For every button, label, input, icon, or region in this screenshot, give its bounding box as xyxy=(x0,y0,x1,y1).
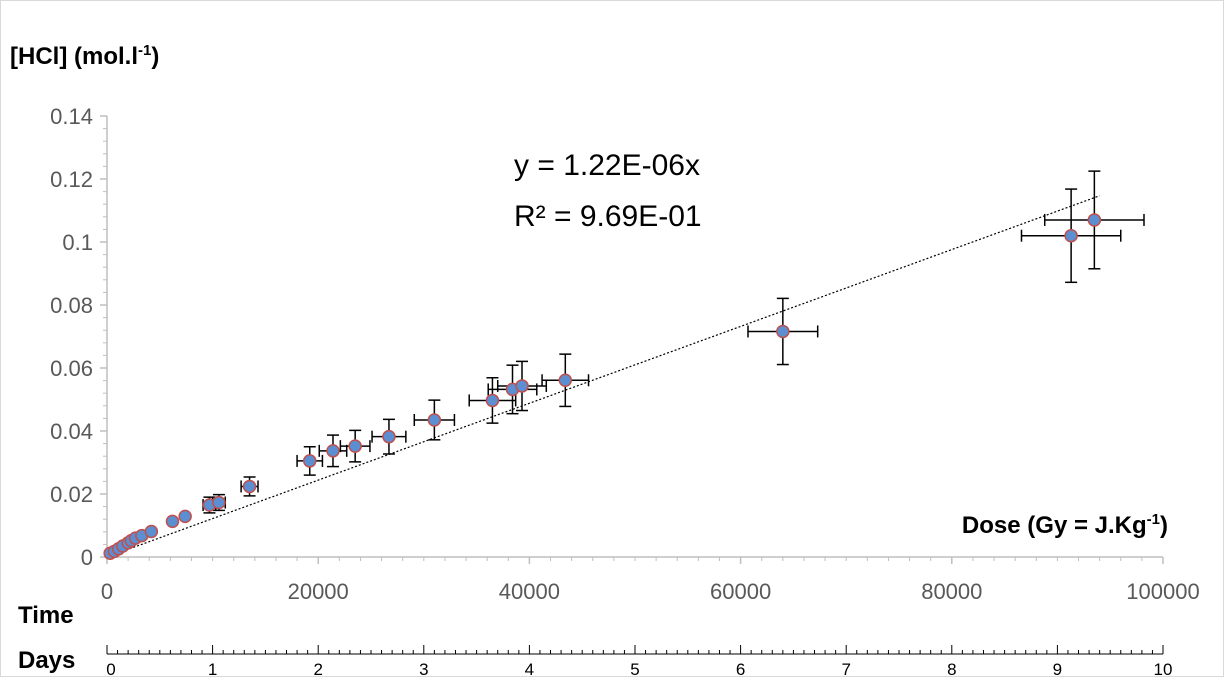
data-point xyxy=(178,509,192,524)
trendline-equation: y = 1.22E-06x xyxy=(514,149,700,182)
days-tick-label: 1 xyxy=(208,660,217,679)
x-tick-label: 80000 xyxy=(921,579,982,604)
days-tick-label: 3 xyxy=(419,660,428,679)
data-point xyxy=(558,373,573,388)
data-point xyxy=(144,524,159,539)
trendline xyxy=(106,195,1100,558)
y-tick-label: 0.12 xyxy=(50,167,93,192)
y-tick-label: 0.08 xyxy=(50,293,93,318)
x-tick-label: 20000 xyxy=(288,579,349,604)
x-axis-title-sup: -1 xyxy=(1147,511,1160,528)
days-tick-label: 4 xyxy=(525,660,534,679)
days-tick-label: 0 xyxy=(106,660,115,679)
data-point xyxy=(242,479,257,494)
days-tick-label: 6 xyxy=(736,660,745,679)
x-axis-title-main: Dose (Gy = J.Kg xyxy=(962,512,1147,539)
data-point xyxy=(776,324,790,339)
data-points-layer xyxy=(103,213,1102,560)
data-point xyxy=(382,429,396,444)
data-point xyxy=(303,454,317,468)
days-tick-label: 7 xyxy=(841,660,850,679)
data-point xyxy=(165,514,180,529)
y-tick-label: 0.06 xyxy=(50,356,93,381)
x-axis-title-end: ) xyxy=(1160,512,1168,539)
days-tick-label: 9 xyxy=(1053,660,1062,679)
data-point xyxy=(212,495,226,510)
data-point xyxy=(1064,228,1078,243)
y-tick-label: 0.02 xyxy=(50,482,93,507)
time-label: Time xyxy=(18,602,74,629)
x-tick-label: 0 xyxy=(101,579,113,604)
trendline-r2: R² = 9.69E-01 xyxy=(514,200,702,233)
data-point xyxy=(515,379,529,393)
data-point xyxy=(1087,213,1102,227)
y-tick-label: 0.14 xyxy=(50,104,93,129)
y-axis-title-sup: -1 xyxy=(138,42,151,59)
data-point xyxy=(326,444,340,458)
x-tick-label: 60000 xyxy=(710,579,771,604)
data-point xyxy=(427,413,442,427)
y-tick-label: 0.04 xyxy=(50,419,93,444)
days-tick-label: 8 xyxy=(947,660,956,679)
x-tick-label: 100000 xyxy=(1126,579,1199,604)
days-label: Days xyxy=(18,647,75,674)
y-tick-label: 0 xyxy=(81,545,93,570)
data-point xyxy=(485,393,500,408)
days-tick-label: 10 xyxy=(1154,660,1173,679)
y-axis-title: [HCl] (mol.l-1) xyxy=(10,42,159,70)
x-axis-title: Dose (Gy = J.Kg-1) xyxy=(962,511,1168,539)
trendline-layer xyxy=(106,195,1100,558)
y-axis-title-end: ) xyxy=(151,43,159,70)
x-tick-label: 40000 xyxy=(499,579,560,604)
y-axis-title-main: [HCl] (mol.l xyxy=(10,43,138,70)
days-tick-label: 2 xyxy=(313,660,322,679)
data-point xyxy=(348,439,362,453)
axes-layer: 0 0.02 0.04 0.06 0.08 0.1 0.12 0.14 0 20000 40000 6… xyxy=(50,104,1200,679)
y-tick-label: 0.1 xyxy=(62,230,93,255)
days-tick-label: 5 xyxy=(630,660,639,679)
